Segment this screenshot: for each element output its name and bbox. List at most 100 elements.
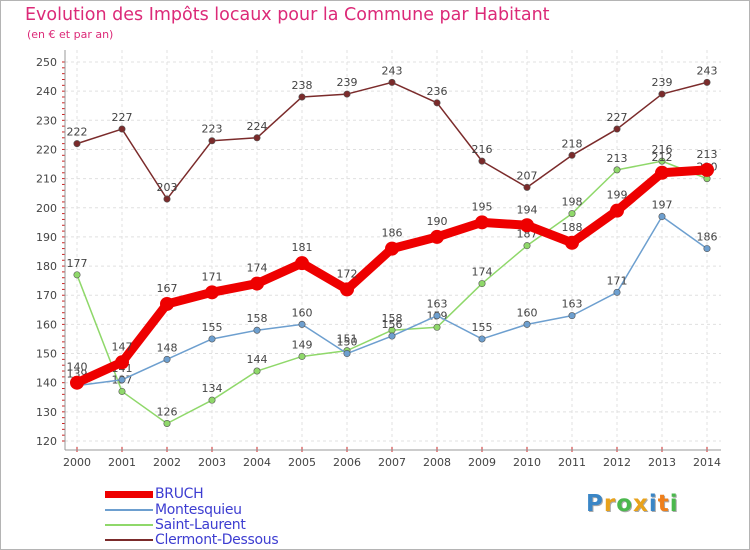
data-point-bruch: [70, 375, 84, 390]
data-label-bruch: 174: [247, 262, 268, 275]
data-point-saint-laurent: [253, 367, 261, 375]
x-tick-label: 2002: [153, 456, 181, 469]
data-point-montesquieu: [253, 326, 261, 334]
data-label-clermont-dessous: 203: [157, 181, 178, 194]
data-label-bruch: 147: [112, 340, 133, 353]
data-point-bruch: [430, 229, 444, 244]
legend-swatch: [105, 539, 153, 541]
data-label-clermont-dessous: 223: [202, 123, 223, 136]
y-tick-label: 180: [36, 260, 57, 273]
y-tick-label: 200: [36, 202, 57, 215]
data-label-montesquieu: 150: [337, 336, 358, 349]
data-point-saint-laurent: [73, 271, 81, 279]
logo-letter: x: [633, 491, 649, 517]
data-label-saint-laurent: 144: [247, 353, 268, 366]
data-point-montesquieu: [118, 376, 126, 384]
data-point-clermont-dessous: [433, 99, 441, 107]
data-point-montesquieu: [613, 288, 621, 296]
data-point-clermont-dessous: [253, 134, 261, 142]
data-label-saint-laurent: 151: [337, 333, 358, 346]
data-point-clermont-dessous: [343, 90, 351, 98]
data-label-saint-laurent: 216: [652, 143, 673, 156]
data-point-bruch: [700, 162, 714, 177]
data-point-clermont-dessous: [118, 125, 126, 133]
legend-item-saint-laurent[interactable]: Saint-Laurent: [105, 517, 246, 533]
data-label-clermont-dessous: 243: [382, 64, 403, 77]
data-label-bruch: 199: [607, 189, 628, 202]
x-tick-label: 2010: [513, 456, 541, 469]
data-label-montesquieu: 155: [202, 321, 223, 334]
data-point-clermont-dessous: [298, 93, 306, 101]
data-label-bruch: 171: [202, 270, 223, 283]
data-label-saint-laurent: 213: [607, 152, 628, 165]
x-tick-label: 2003: [198, 456, 226, 469]
data-point-montesquieu: [568, 312, 576, 320]
data-point-saint-laurent: [613, 166, 621, 174]
data-point-clermont-dessous: [163, 195, 171, 203]
data-point-saint-laurent: [478, 280, 486, 288]
data-point-bruch: [115, 355, 129, 370]
chart-title: Evolution des Impôts locaux pour la Comm…: [25, 5, 550, 25]
x-tick-label: 2006: [333, 456, 361, 469]
legend-swatch: [105, 509, 153, 511]
data-label-bruch: 190: [427, 215, 448, 228]
x-tick-label: 2000: [63, 456, 91, 469]
data-label-bruch: 195: [472, 200, 493, 213]
data-label-saint-laurent: 126: [157, 406, 178, 419]
data-point-montesquieu: [523, 320, 531, 328]
data-point-montesquieu: [163, 355, 171, 363]
data-label-saint-laurent: 177: [67, 257, 88, 270]
x-tick-label: 2004: [243, 456, 271, 469]
data-point-bruch: [565, 235, 579, 250]
data-label-clermont-dessous: 216: [472, 143, 493, 156]
chart-subtitle: (en € et par an): [27, 28, 114, 41]
data-label-bruch: 181: [292, 241, 313, 254]
data-label-montesquieu: 156: [382, 318, 403, 331]
data-label-montesquieu: 160: [517, 306, 538, 319]
legend-swatch: [105, 524, 153, 526]
y-tick-label: 250: [36, 56, 57, 69]
data-point-clermont-dessous: [478, 157, 486, 165]
x-tick-label: 2008: [423, 456, 451, 469]
data-point-saint-laurent: [208, 396, 216, 404]
data-point-montesquieu: [478, 335, 486, 343]
data-point-clermont-dessous: [658, 90, 666, 98]
data-label-clermont-dessous: 207: [517, 169, 538, 182]
data-point-clermont-dessous: [523, 183, 531, 191]
data-point-bruch: [205, 285, 219, 300]
y-tick-label: 150: [36, 348, 57, 361]
data-label-montesquieu: 163: [562, 298, 583, 311]
logo-letter: o: [616, 491, 634, 517]
data-point-saint-laurent: [163, 420, 171, 428]
data-label-montesquieu: 163: [427, 298, 448, 311]
y-tick-label: 190: [36, 231, 57, 244]
data-point-clermont-dessous: [568, 151, 576, 159]
legend-item-clermont-dessous[interactable]: Clermont-Dessous: [105, 532, 279, 548]
y-tick-label: 210: [36, 173, 57, 186]
data-label-clermont-dessous: 239: [337, 76, 358, 89]
x-tick-label: 2009: [468, 456, 496, 469]
x-tick-label: 2012: [603, 456, 631, 469]
data-point-montesquieu: [298, 320, 306, 328]
data-point-montesquieu: [388, 332, 396, 340]
legend-item-bruch[interactable]: BRUCH: [105, 486, 204, 502]
data-label-montesquieu: 160: [292, 306, 313, 319]
data-label-montesquieu: 155: [472, 321, 493, 334]
data-label-montesquieu: 148: [157, 341, 178, 354]
data-label-clermont-dessous: 227: [112, 111, 133, 124]
logo-letter: t: [657, 491, 670, 517]
data-point-montesquieu: [343, 350, 351, 358]
legend-label: BRUCH: [155, 486, 204, 502]
data-point-bruch: [295, 256, 309, 271]
data-label-bruch: 194: [517, 203, 538, 216]
legend-item-montesquieu[interactable]: Montesquieu: [105, 502, 242, 518]
y-tick-label: 240: [36, 85, 57, 98]
data-label-montesquieu: 197: [652, 199, 673, 212]
data-label-saint-laurent: 198: [562, 196, 583, 209]
data-point-bruch: [475, 215, 489, 230]
data-point-bruch: [385, 241, 399, 256]
x-tick-label: 2007: [378, 456, 406, 469]
data-point-saint-laurent: [298, 352, 306, 360]
